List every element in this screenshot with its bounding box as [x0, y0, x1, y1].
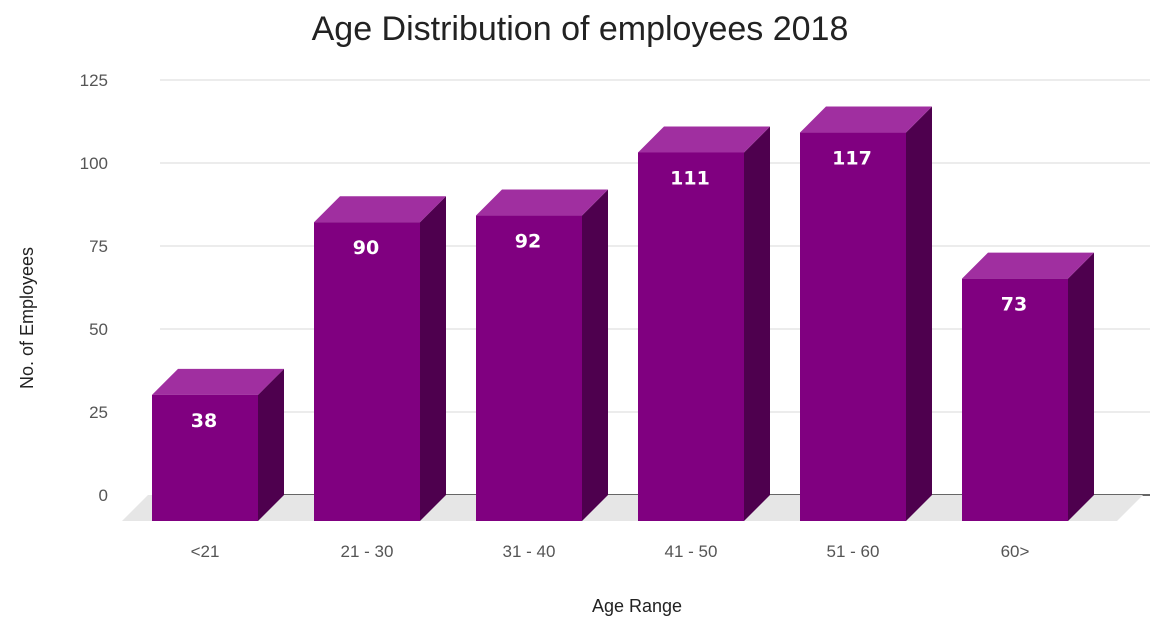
bars: [152, 106, 1094, 522]
bar-top: [152, 368, 284, 395]
bar: [962, 252, 1094, 521]
y-tick-label: 125: [80, 71, 108, 90]
bar-side: [906, 106, 932, 521]
axis-ticks: 0 25 50 75 100 125 <21 21 - 30 31 - 40 41 - 50 51 …: [80, 71, 1030, 561]
x-tick-label: 31 - 40: [503, 542, 556, 561]
bar-side: [258, 368, 284, 521]
bar-side: [582, 189, 608, 521]
bar-front: [638, 152, 744, 522]
y-tick-label: 50: [89, 320, 108, 339]
bar: [314, 196, 446, 521]
bar-front: [962, 278, 1068, 521]
x-tick-label: <21: [191, 542, 220, 561]
bar: [638, 126, 770, 522]
bar-front: [314, 222, 420, 521]
bar-top: [962, 252, 1094, 279]
x-axis-title: Age Range: [592, 596, 682, 616]
bar-top: [638, 126, 770, 153]
bar-top: [314, 196, 446, 223]
y-tick-label: 75: [89, 237, 108, 256]
bar-front: [152, 394, 258, 521]
bar: [800, 106, 932, 521]
x-tick-label: 51 - 60: [827, 542, 880, 561]
x-tick-label: 41 - 50: [665, 542, 718, 561]
bar-value-label: 90: [353, 237, 379, 259]
bar-top: [476, 189, 608, 216]
bar: [152, 368, 284, 521]
y-axis-title: No. of Employees: [17, 247, 37, 389]
data-labels: 38 90 92 111 117 73: [191, 148, 1027, 432]
x-tick-label: 21 - 30: [341, 542, 394, 561]
bar-value-label: 92: [515, 231, 541, 253]
bar-side: [420, 196, 446, 521]
bar-value-label: 73: [1001, 294, 1027, 316]
bar-side: [744, 126, 770, 521]
y-tick-label: 0: [99, 486, 108, 505]
y-tick-label: 25: [89, 403, 108, 422]
bar-value-label: 38: [191, 410, 217, 432]
y-tick-label: 100: [80, 154, 108, 173]
bar: [476, 189, 608, 521]
bar-value-label: 117: [832, 148, 872, 170]
bar-front: [800, 132, 906, 521]
bar-side: [1068, 252, 1094, 521]
chart-title: Age Distribution of employees 2018: [312, 10, 849, 48]
bar-front: [476, 215, 582, 521]
x-tick-label: 60>: [1001, 542, 1030, 561]
bar-value-label: 111: [670, 167, 710, 189]
bar-top: [800, 106, 932, 133]
